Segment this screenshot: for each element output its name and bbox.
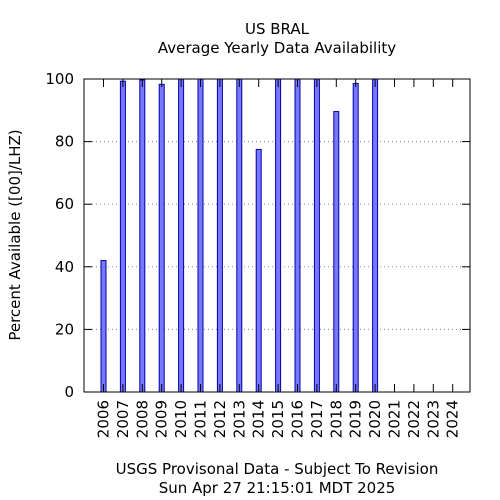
x-tick-label: 2010: [172, 400, 190, 438]
x-tick-label: 2024: [444, 400, 462, 438]
x-tick-label: 2015: [269, 400, 287, 438]
bar-2020: [372, 78, 379, 393]
x-axis-ticks: 2006 2007 2008 2009 2010 2011 2012 2013 2014 2015…: [95, 79, 462, 438]
x-tick-label: 2021: [386, 400, 404, 438]
bar-2012: [216, 78, 223, 393]
bar-2009: [158, 83, 165, 393]
footer-line-1: USGS Provisonal Data - Subject To Revisi…: [116, 460, 439, 478]
x-tick-label: 2018: [327, 400, 345, 438]
x-tick-label: 2009: [153, 400, 171, 438]
y-axis-label: Percent Available ([00]/LHZ): [6, 129, 24, 340]
x-tick-label: 2017: [308, 400, 326, 438]
bar-2016: [294, 78, 301, 393]
bar-2006: [100, 260, 107, 393]
x-tick-label: 2013: [230, 400, 248, 438]
x-tick-label: 2012: [211, 400, 229, 438]
bar-2008: [139, 79, 146, 393]
x-tick-label: 2007: [114, 400, 132, 438]
y-tick-label: 80: [55, 133, 74, 151]
bars: [100, 78, 379, 393]
chart-subtitle: Average Yearly Data Availability: [158, 39, 396, 57]
x-tick-label: 2020: [366, 400, 384, 438]
x-tick-label: 2023: [424, 400, 442, 438]
y-tick-label: 0: [64, 383, 74, 401]
bar-2013: [236, 78, 243, 393]
x-tick-label: 2014: [250, 400, 268, 438]
bar-2019: [352, 82, 359, 393]
plot-frame: [83, 78, 471, 393]
y-tick-label: 60: [55, 195, 74, 213]
x-tick-label: 2022: [405, 400, 423, 438]
footer-line-2: Sun Apr 27 21:15:01 MDT 2025: [159, 479, 396, 497]
bar-2015: [275, 78, 282, 393]
bar-2011: [197, 78, 204, 393]
x-tick-label: 2006: [95, 400, 113, 438]
y-tick-label: 100: [45, 70, 74, 88]
y-tick-label: 20: [55, 320, 74, 338]
bar-2018: [333, 111, 340, 393]
x-tick-label: 2008: [133, 400, 151, 438]
x-tick-label: 2019: [347, 400, 365, 438]
bar-2014: [255, 148, 262, 393]
bar-2017: [313, 78, 320, 393]
bar-2010: [178, 78, 185, 393]
x-tick-label: 2011: [192, 400, 210, 438]
x-tick-label: 2016: [289, 400, 307, 438]
bar-2007: [119, 80, 126, 393]
y-tick-label: 40: [55, 258, 74, 276]
y-axis-ticks: 0 20 40 60 80 100: [45, 70, 470, 401]
chart-title: US BRAL: [245, 20, 310, 38]
